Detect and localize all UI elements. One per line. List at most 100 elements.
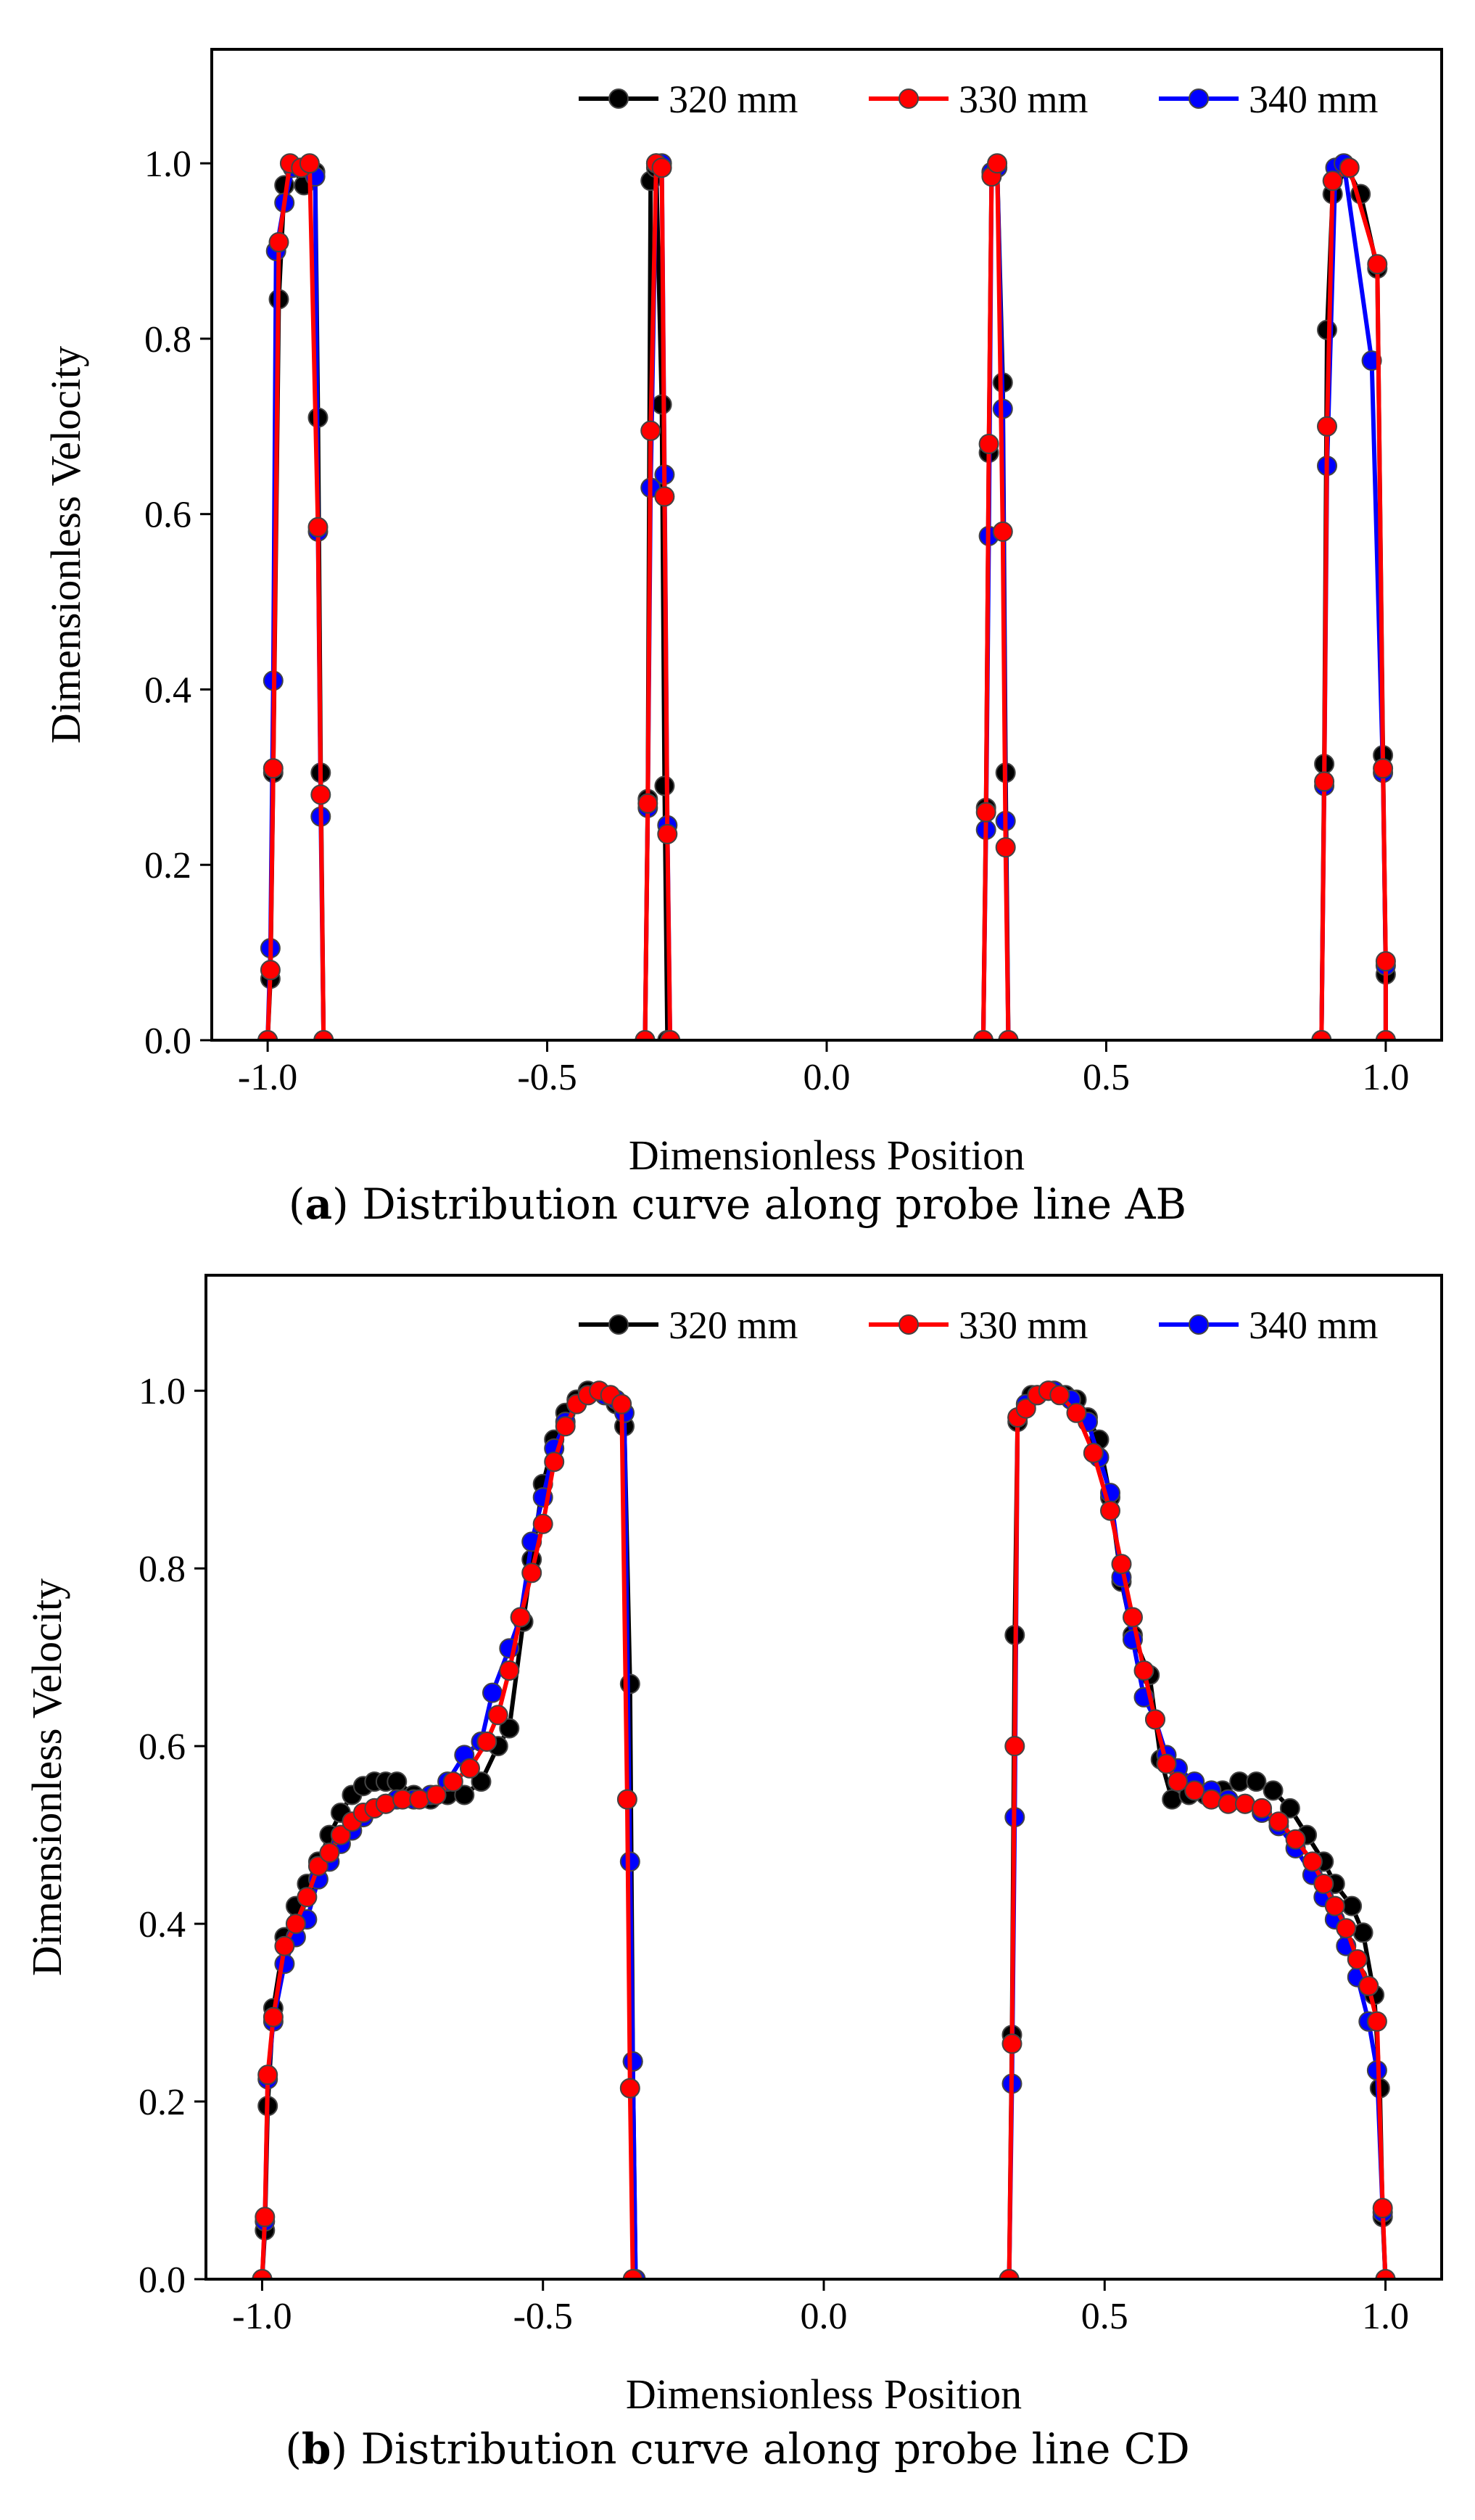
y-tick-label: 0.4: [139, 1904, 186, 1945]
series-330-mm: [252, 1380, 1396, 2279]
caption-a-letter: a: [305, 1179, 333, 1229]
x-tick-label: 0.0: [801, 2296, 848, 2337]
data-point: [297, 1887, 318, 1908]
data-point: [487, 1705, 508, 1726]
series-320-mm: [257, 157, 1396, 1040]
data-point: [1246, 1771, 1267, 1792]
series-line: [260, 1388, 635, 2279]
data-point: [1133, 1660, 1154, 1681]
data-point: [640, 420, 661, 441]
legend-label: 340 mm: [1249, 78, 1379, 121]
x-tick-label: -1.0: [238, 1057, 297, 1098]
data-point: [992, 521, 1013, 542]
y-tick-label: 0.6: [139, 1726, 186, 1768]
data-point: [1339, 157, 1360, 178]
data-point: [510, 1607, 531, 1628]
x-tick-label: 1.0: [1362, 1057, 1409, 1098]
data-point: [387, 1771, 408, 1792]
data-point: [1314, 771, 1335, 792]
data-point: [654, 486, 675, 507]
series-320-mm: [252, 1380, 1396, 2279]
data-point: [1313, 1874, 1334, 1894]
data-point: [972, 1030, 993, 1040]
series-330-mm: [257, 153, 1396, 1040]
legend-marker: [898, 88, 919, 109]
legend-label: 330 mm: [959, 1304, 1088, 1347]
series-340-mm: [257, 153, 1396, 1040]
legend-marker: [1189, 88, 1209, 109]
legend-marker: [1189, 1314, 1209, 1335]
data-point: [637, 793, 658, 814]
x-axis-label: Dimensionless Position: [626, 2371, 1022, 2418]
data-point: [532, 1513, 553, 1534]
plot-area: [257, 153, 1396, 1040]
data-point: [442, 1771, 463, 1792]
data-point: [1302, 1851, 1323, 1872]
caption-b-letter: b: [301, 2424, 331, 2474]
data-point: [499, 1718, 520, 1739]
data-point: [1083, 1443, 1104, 1463]
series-340-mm: [252, 1380, 1396, 2279]
data-point: [1367, 254, 1388, 275]
y-tick-label: 0.8: [144, 319, 191, 361]
data-point: [1375, 1030, 1396, 1040]
data-point: [1373, 758, 1394, 779]
data-point: [307, 1856, 329, 1877]
data-point: [1201, 1789, 1222, 1810]
axes-frame: [204, 1274, 1443, 2281]
legend: 320 mm 330 mm 340 mm: [579, 1304, 1379, 1347]
series-line: [260, 1388, 638, 2279]
legend-label: 340 mm: [1249, 1304, 1379, 1347]
x-axis-label: Dimensionless Position: [629, 1132, 1025, 1179]
x-tick-label: -0.5: [513, 2296, 573, 2337]
x-tick-label: 0.0: [803, 1057, 851, 1098]
data-point: [1004, 1736, 1025, 1757]
data-point: [392, 1789, 413, 1810]
data-point: [1162, 1789, 1183, 1810]
data-point: [521, 1562, 542, 1584]
data-point: [1324, 1895, 1345, 1916]
data-point: [319, 1842, 340, 1864]
data-point: [1263, 1780, 1284, 1801]
data-point: [1123, 1607, 1143, 1628]
data-point: [622, 2051, 643, 2072]
data-point: [252, 2269, 273, 2279]
data-point: [1366, 2011, 1387, 2032]
data-point: [268, 231, 289, 252]
data-point: [1100, 1500, 1120, 1521]
data-point: [998, 1030, 1019, 1040]
legend-marker: [608, 88, 629, 109]
y-tick-label: 0.2: [144, 845, 191, 886]
data-point: [987, 153, 1008, 174]
data-point: [1372, 2198, 1393, 2218]
legend-label: 330 mm: [959, 78, 1088, 121]
data-point: [1234, 1793, 1255, 1814]
data-point: [257, 2064, 278, 2085]
y-tick-label: 0.2: [139, 2082, 186, 2123]
data-point: [1347, 1949, 1368, 1970]
data-point: [1168, 1771, 1188, 1792]
data-point: [1015, 1398, 1036, 1419]
data-point: [1311, 1030, 1332, 1040]
y-tick-label: 0.8: [139, 1549, 186, 1590]
x-tick-label: 0.5: [1083, 1057, 1130, 1098]
data-point: [622, 2269, 643, 2279]
data-point: [635, 1030, 656, 1040]
data-point: [409, 1789, 430, 1810]
chart-panel-1: -1.0 -0.5 0.0 0.5 1.0 0.0 0.2 0.4 0.6 0.8 1.0 Dimen…: [23, 1274, 1443, 2418]
series-line: [1007, 1388, 1388, 2279]
y-axis-label: Dimensionless Velocity: [23, 1578, 70, 1976]
data-point: [1336, 1918, 1357, 1939]
data-point: [1322, 170, 1343, 192]
data-point: [1285, 1829, 1306, 1850]
y-tick-label: 0.0: [144, 1021, 191, 1062]
data-point: [310, 784, 331, 805]
data-point: [616, 1789, 637, 1810]
series-line: [980, 161, 1011, 1040]
y-axis-label: Dimensionless Velocity: [42, 346, 89, 744]
y-tick-label: 0.4: [144, 670, 191, 711]
data-point: [257, 1030, 278, 1040]
data-point: [460, 1758, 480, 1779]
series-line: [1007, 1388, 1388, 2279]
